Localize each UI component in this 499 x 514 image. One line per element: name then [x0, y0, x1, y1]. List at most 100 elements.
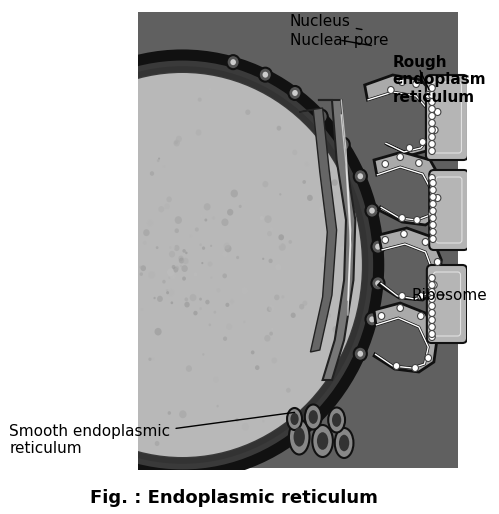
- Circle shape: [422, 238, 429, 246]
- Circle shape: [323, 324, 329, 329]
- Circle shape: [119, 388, 122, 391]
- Circle shape: [315, 109, 328, 123]
- Circle shape: [354, 347, 367, 361]
- Circle shape: [429, 105, 435, 113]
- Circle shape: [222, 218, 229, 226]
- Circle shape: [168, 289, 175, 297]
- Ellipse shape: [305, 405, 322, 430]
- Circle shape: [393, 362, 400, 370]
- Circle shape: [135, 308, 138, 311]
- Circle shape: [148, 271, 155, 279]
- Circle shape: [208, 262, 213, 267]
- Circle shape: [429, 113, 435, 119]
- Circle shape: [157, 296, 163, 302]
- Circle shape: [167, 268, 174, 276]
- Circle shape: [105, 306, 108, 309]
- Circle shape: [230, 299, 235, 304]
- Circle shape: [182, 277, 186, 281]
- Text: Rough
endoplasm
reticulum: Rough endoplasm reticulum: [393, 55, 487, 105]
- Circle shape: [150, 171, 154, 176]
- Circle shape: [62, 267, 64, 269]
- Circle shape: [189, 183, 196, 190]
- Ellipse shape: [287, 408, 302, 430]
- Circle shape: [78, 156, 86, 164]
- Circle shape: [168, 277, 171, 279]
- Circle shape: [185, 298, 188, 301]
- Circle shape: [174, 140, 180, 146]
- Circle shape: [324, 299, 328, 303]
- Circle shape: [371, 277, 385, 290]
- Circle shape: [357, 173, 363, 179]
- Circle shape: [276, 126, 281, 131]
- Circle shape: [382, 236, 389, 244]
- Ellipse shape: [317, 432, 328, 450]
- Circle shape: [94, 194, 99, 200]
- Circle shape: [425, 91, 432, 99]
- Circle shape: [414, 216, 420, 224]
- Circle shape: [378, 313, 385, 320]
- Circle shape: [231, 213, 239, 221]
- Circle shape: [429, 148, 435, 155]
- Circle shape: [70, 168, 74, 173]
- Circle shape: [183, 258, 189, 264]
- Circle shape: [236, 256, 239, 259]
- Circle shape: [195, 227, 199, 232]
- Ellipse shape: [312, 425, 333, 457]
- Circle shape: [185, 251, 188, 254]
- Circle shape: [173, 267, 178, 272]
- Circle shape: [193, 311, 198, 316]
- Circle shape: [190, 234, 192, 237]
- Circle shape: [306, 326, 311, 332]
- Circle shape: [162, 280, 166, 284]
- Circle shape: [429, 334, 435, 340]
- Circle shape: [299, 304, 304, 309]
- Circle shape: [365, 313, 379, 326]
- Ellipse shape: [335, 428, 353, 458]
- Circle shape: [227, 209, 234, 215]
- Circle shape: [140, 272, 143, 276]
- Circle shape: [239, 205, 242, 208]
- Circle shape: [425, 355, 432, 361]
- Circle shape: [274, 295, 279, 300]
- Circle shape: [292, 150, 297, 155]
- Circle shape: [279, 193, 281, 195]
- Circle shape: [196, 240, 199, 242]
- Circle shape: [176, 136, 182, 142]
- Circle shape: [50, 224, 53, 227]
- Circle shape: [184, 302, 190, 307]
- Circle shape: [418, 313, 424, 320]
- Circle shape: [430, 193, 436, 200]
- Circle shape: [388, 86, 394, 94]
- Circle shape: [224, 243, 230, 249]
- Circle shape: [120, 175, 124, 179]
- Circle shape: [268, 305, 274, 311]
- Circle shape: [70, 334, 74, 339]
- Circle shape: [223, 337, 227, 341]
- Circle shape: [223, 273, 227, 279]
- Circle shape: [429, 288, 435, 296]
- Circle shape: [430, 235, 436, 243]
- Circle shape: [307, 195, 313, 201]
- Circle shape: [179, 410, 187, 418]
- Circle shape: [429, 274, 435, 282]
- Circle shape: [156, 426, 162, 433]
- Circle shape: [429, 99, 435, 105]
- Circle shape: [222, 251, 228, 258]
- Circle shape: [47, 348, 49, 351]
- Circle shape: [199, 298, 202, 301]
- Circle shape: [430, 214, 436, 222]
- Circle shape: [172, 276, 175, 279]
- Circle shape: [97, 356, 102, 361]
- Circle shape: [244, 280, 247, 283]
- Circle shape: [302, 180, 306, 184]
- Circle shape: [182, 249, 186, 253]
- Circle shape: [16, 216, 20, 222]
- Circle shape: [42, 187, 44, 190]
- Circle shape: [432, 126, 438, 134]
- Circle shape: [429, 331, 435, 338]
- Circle shape: [231, 59, 236, 65]
- Circle shape: [241, 287, 249, 295]
- Circle shape: [430, 208, 436, 214]
- Circle shape: [205, 300, 210, 304]
- Circle shape: [171, 301, 173, 304]
